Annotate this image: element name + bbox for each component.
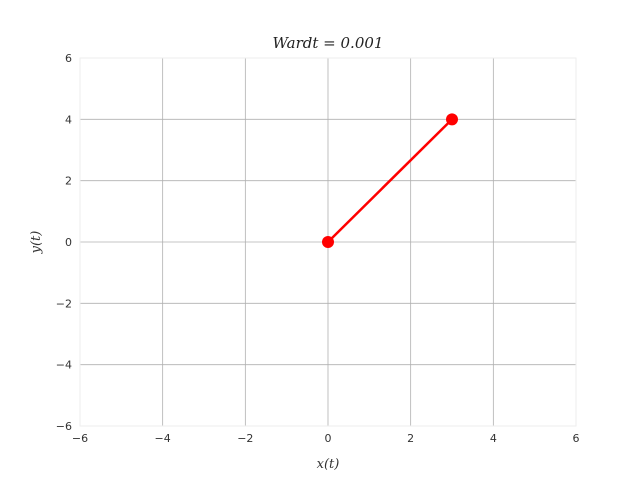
y-tick-label: 0 [65,236,72,249]
y-tick-label: 2 [65,175,72,188]
y-tick-label: 6 [65,52,72,65]
x-tick-label: −2 [237,432,253,445]
x-tick-label: −4 [155,432,171,445]
plot-frame [79,57,577,427]
x-tick-label: 6 [573,432,580,445]
data-point [446,113,458,126]
data-point [322,236,334,248]
y-tick-label: 4 [65,113,72,126]
x-tick-label: 0 [325,432,332,445]
series-line [327,118,453,243]
x-tick-label: 4 [490,432,497,445]
y-tick-label: −4 [56,359,72,372]
x-tick-label: 2 [407,432,414,445]
y-tick-label: −6 [56,420,72,433]
x-tick-labels: −6 −4 −2 0 2 4 6 [72,432,580,445]
series-layer [322,113,458,248]
chart-title: Wardt = 0.001 [273,34,384,52]
y-tick-label: −2 [56,297,72,310]
y-tick-labels: −6 −4 −2 0 2 4 6 [56,52,72,433]
x-tick-label: −6 [72,432,88,445]
y-axis-label: y(t) [29,231,44,255]
x-axis-label: x(t) [317,457,340,472]
